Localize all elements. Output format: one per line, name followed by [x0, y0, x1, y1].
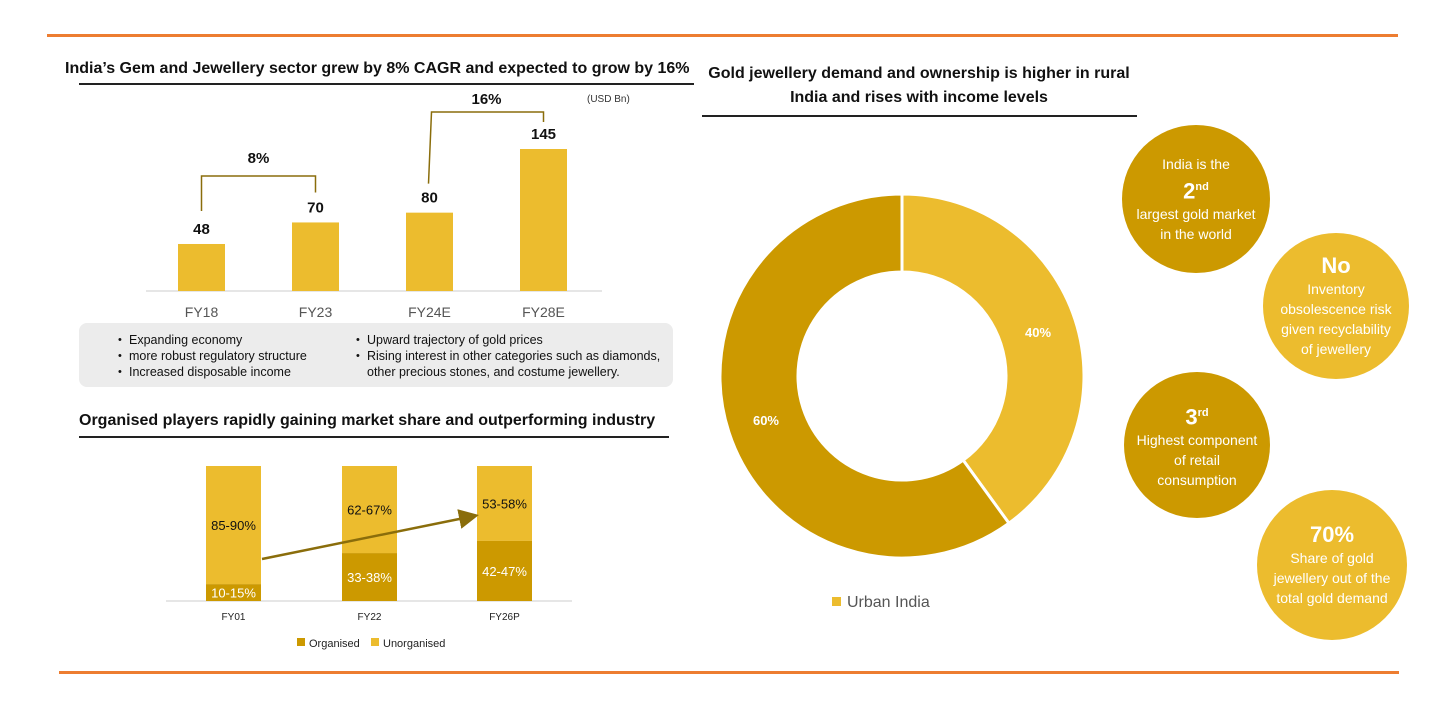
fact-circle-no-obsolescence: No Inventory obsolescence risk given rec… — [1263, 233, 1409, 379]
growth-bar-chart: (USD Bn) 48 FY18 70 FY23 80 FY24E 145 FY28E 8% 16… — [146, 91, 630, 320]
growth-drivers-box: Expanding economy more robust regulatory… — [79, 323, 673, 387]
growth-chart-title-underline — [79, 83, 694, 85]
fact-description: Inventory obsolescence risk given recycl… — [1280, 281, 1392, 357]
driver-item-continued: other precious stones, and costume jewel… — [367, 365, 620, 379]
driver-item: more robust regulatory structure — [99, 348, 307, 364]
donut-slice-40 — [900, 192, 1086, 526]
organised-segment-fy01 — [206, 584, 261, 601]
donut-slice-label: 40% — [1025, 325, 1051, 340]
growth-category-label: FY23 — [299, 304, 333, 320]
legend-swatch-organised — [297, 638, 305, 646]
demand-donut-chart: 40% 60% Urban India — [718, 192, 1086, 611]
legend-swatch-unorganised — [371, 638, 379, 646]
drivers-right-list: Upward trajectory of gold prices Rising … — [337, 332, 660, 380]
share-category-label: FY01 — [222, 612, 246, 623]
share-chart-title-underline — [79, 436, 669, 438]
unorganised-segment-fy26p — [477, 466, 532, 541]
donut-slice-60 — [718, 192, 1012, 560]
growth-chart-title: India’s Gem and Jewellery sector grew by… — [65, 60, 690, 77]
unorganised-segment-fy22 — [342, 466, 397, 554]
legend-label-unorganised: Unorganised — [383, 638, 445, 650]
growth-category-label: FY28E — [522, 304, 565, 320]
growth-bar-fy28e — [520, 149, 567, 291]
growth-bar-fy18 — [178, 243, 225, 291]
drivers-left-list: Expanding economy more robust regulatory… — [99, 332, 307, 380]
unorganised-share-label: 62-67% — [347, 503, 392, 518]
growth-bar-fy23 — [292, 222, 339, 291]
driver-item: Expanding economy — [99, 332, 307, 348]
growth-projection-label: 16% — [471, 91, 501, 108]
growth-bracket-fy24e-fy28e — [427, 111, 545, 184]
driver-item: Rising interest in other categories such… — [337, 348, 660, 364]
growth-category-label: FY24E — [408, 304, 451, 320]
demand-title-underline — [702, 115, 1137, 117]
bottom-accent-rule — [59, 671, 1399, 674]
donut-legend-label: Urban India — [847, 594, 930, 611]
top-accent-rule — [47, 34, 1398, 37]
driver-item: Upward trajectory of gold prices — [337, 332, 660, 348]
unorganised-share-label: 85-90% — [211, 518, 256, 533]
growth-bar-value-label: 48 — [193, 221, 210, 238]
growth-category-label: FY18 — [185, 304, 219, 320]
fact-rank: 2nd — [1183, 178, 1209, 204]
growth-bar-value-label: 145 — [531, 126, 556, 143]
demand-title: Gold jewellery demand and ownership is h… — [708, 65, 1130, 106]
fact-headline: 70% — [1309, 522, 1355, 547]
share-stacked-chart: 85-90% 10-15% FY01 62-67% 33-38% FY22 53-58% 42… — [166, 466, 572, 650]
donut-legend-swatch — [832, 597, 841, 606]
donut-slice-label: 60% — [753, 413, 779, 428]
growth-bar-fy24e — [406, 212, 453, 291]
share-trend-arrow — [261, 509, 479, 561]
share-chart-title: Organised players rapidly gaining market… — [79, 412, 656, 429]
fact-description: Highest component of retail consumption — [1136, 432, 1258, 489]
growth-cagr-label: 8% — [248, 150, 270, 167]
fact-circle-seventy-percent: 70% Share of gold jewellery out of the t… — [1257, 490, 1407, 640]
share-category-label: FY26P — [489, 612, 520, 623]
fact-description: largest gold market in the world — [1136, 206, 1256, 243]
organised-share-label: 10-15% — [211, 586, 256, 601]
fact-headline: No — [1321, 253, 1351, 278]
fact-circle-third-component: 3rd Highest component of retail consumpt… — [1124, 372, 1270, 518]
organised-share-label: 33-38% — [347, 570, 392, 585]
growth-bar-value-label: 70 — [307, 199, 324, 216]
unorganised-segment-fy01 — [206, 466, 261, 585]
fact-circle-second-largest: India is the 2nd largest gold market in … — [1122, 125, 1270, 273]
share-category-label: FY22 — [358, 612, 382, 623]
organised-share-label: 42-47% — [482, 564, 527, 579]
legend-label-organised: Organised — [309, 638, 360, 650]
fact-rank: 3rd — [1185, 404, 1209, 430]
fact-description: Share of gold jewellery out of the total… — [1273, 550, 1391, 606]
driver-item: Increased disposable income — [99, 364, 307, 380]
growth-unit-label: (USD Bn) — [587, 94, 630, 105]
organised-segment-fy22 — [342, 553, 397, 601]
growth-bracket-fy18-fy23 — [200, 175, 317, 211]
fact-line: India is the — [1162, 155, 1230, 172]
organised-segment-fy26p — [477, 540, 532, 601]
growth-bar-value-label: 80 — [421, 190, 438, 207]
unorganised-share-label: 53-58% — [482, 496, 527, 511]
